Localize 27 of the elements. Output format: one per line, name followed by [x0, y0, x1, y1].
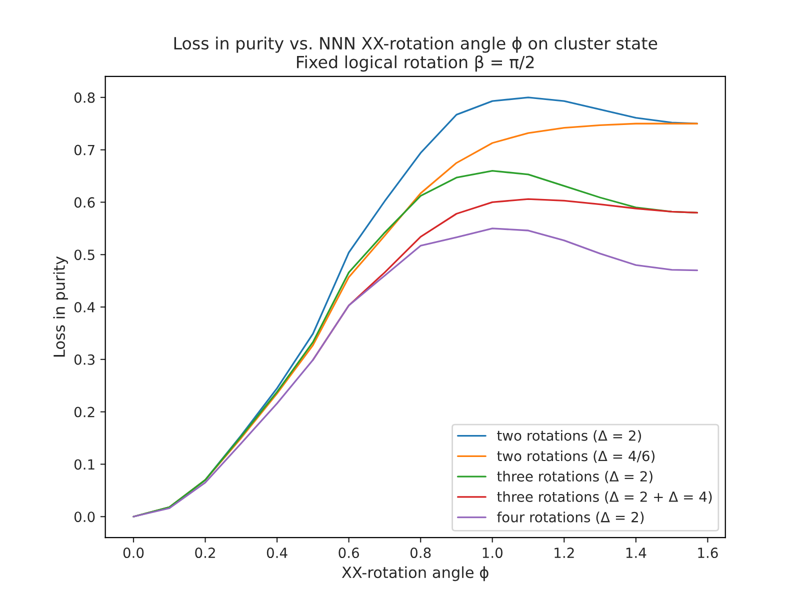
- x-tick-label: 0.2: [195, 548, 215, 558]
- chart-subtitle: Fixed logical rotation β = π/2: [297, 55, 534, 72]
- y-tick-label: 0.1: [74, 459, 94, 470]
- y-tick-label: 0.2: [74, 406, 94, 418]
- x-tick-label: 0.6: [338, 548, 359, 558]
- y-tick-label: 0.3: [74, 354, 94, 365]
- x-tick-label: 0.0: [123, 548, 144, 558]
- legend-label: two rotations (Δ = 2): [497, 430, 641, 442]
- x-tick-label: 1.2: [554, 548, 574, 558]
- y-tick-label: 0.6: [74, 197, 95, 208]
- chart-title: Loss in purity vs. NNN XX-rotation angle ϕ on cluster state: [174, 36, 658, 53]
- legend-label: two rotations (Δ = 4/6): [497, 450, 655, 463]
- x-tick-label: 1.0: [482, 548, 502, 558]
- y-tick-label: 0.8: [74, 92, 95, 103]
- legend-label: four rotations (Δ = 2): [497, 512, 644, 524]
- x-tick-label: 1.4: [626, 548, 646, 558]
- y-axis-title: Loss in purity: [53, 256, 68, 357]
- legend-label: three rotations (Δ = 2 + Δ = 4): [497, 491, 712, 504]
- x-tick-label: 1.6: [698, 548, 718, 558]
- legend-label: three rotations (Δ = 2): [497, 470, 652, 484]
- x-axis-title: XX-rotation angle ϕ: [342, 566, 488, 582]
- y-tick-label: 0.0: [74, 512, 95, 522]
- x-tick-label: 0.8: [410, 548, 431, 558]
- y-tick-label: 0.7: [74, 144, 94, 156]
- y-tick-label: 0.5: [74, 250, 94, 260]
- x-tick-label: 0.4: [266, 548, 288, 558]
- y-tick-label: 0.4: [74, 302, 95, 312]
